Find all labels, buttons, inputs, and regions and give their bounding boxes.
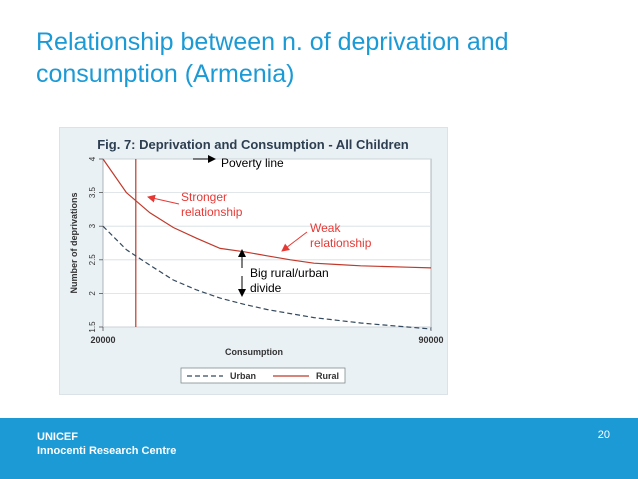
org-subtitle: Innocenti Research Centre xyxy=(37,445,177,457)
series-line-rural xyxy=(102,158,432,269)
slide-title-line-2: consumption (Armenia) xyxy=(36,60,295,88)
legend-urban-label: Urban xyxy=(230,371,256,381)
page-number: 20 xyxy=(597,429,610,441)
x-axis-label: Consumption xyxy=(225,347,283,357)
y-axis-label: Number of deprivations xyxy=(69,192,79,293)
stronger-label-2: relationship xyxy=(181,205,243,219)
x-tick-label: 20000 xyxy=(90,335,115,345)
plot-area xyxy=(102,158,432,328)
x-tick-label: 90000 xyxy=(418,335,443,345)
slide-title: Relationship between n. of deprivation a… xyxy=(36,26,616,90)
slide-title-line-1: Relationship between n. of deprivation a… xyxy=(36,28,509,56)
weak-label-1: Weak xyxy=(310,221,341,235)
poverty-line-annotation: Poverty line xyxy=(221,156,284,171)
weak-relationship-annotation: Weak relationship xyxy=(310,221,371,251)
y-tick-label: 3.5 xyxy=(88,186,97,198)
weak-relationship-arrow xyxy=(281,231,308,252)
poverty-line-label: Poverty line xyxy=(221,156,284,170)
stronger-label-1: Stronger xyxy=(181,190,228,204)
chart-title: Fig. 7: Deprivation and Consumption - Al… xyxy=(97,137,409,152)
y-tick-label: 2.5 xyxy=(88,254,97,266)
org-name: UNICEF xyxy=(37,431,78,443)
footer-bar xyxy=(0,418,638,479)
legend-rural-label: Rural xyxy=(316,371,339,381)
y-tick-label: 4 xyxy=(88,156,97,161)
chart-svg: Fig. 7: Deprivation and Consumption - Al… xyxy=(69,137,444,384)
rural-urban-divide-annotation: Big rural/urban divide xyxy=(250,266,329,296)
stronger-relationship-arrow xyxy=(147,194,180,205)
divide-label-2: divide xyxy=(250,281,282,295)
legend-box xyxy=(180,367,346,384)
stronger-relationship-annotation: Stronger relationship xyxy=(181,190,242,220)
divide-label-1: Big rural/urban xyxy=(250,266,329,280)
weak-label-2: relationship xyxy=(310,236,372,250)
series-line-urban xyxy=(102,225,432,330)
y-tick-label: 2 xyxy=(88,291,97,296)
y-tick-label: 3 xyxy=(88,223,97,228)
chart-figure: Fig. 7: Deprivation and Consumption - Al… xyxy=(59,127,448,395)
y-tick-label: 1.5 xyxy=(88,321,97,333)
